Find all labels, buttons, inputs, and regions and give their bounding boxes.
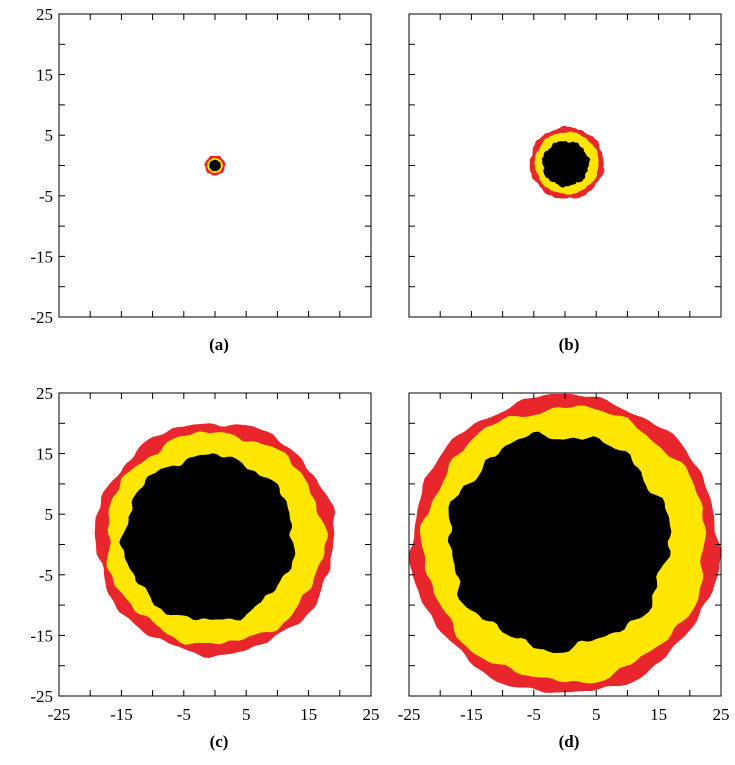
y-tick-label: 15 (36, 66, 53, 85)
y-tick-label: 25 (36, 5, 53, 24)
y-tick-label: -15 (30, 626, 53, 645)
y-tick-label: -15 (30, 247, 53, 266)
panel-b: (b) (408, 13, 722, 354)
x-tick-label: 25 (713, 705, 730, 724)
y-tick-label: 15 (36, 445, 53, 464)
x-tick-label: -15 (460, 705, 483, 724)
x-tick-label: -25 (48, 705, 71, 724)
x-tick-label: -5 (177, 705, 191, 724)
y-tick-label: -5 (39, 187, 53, 206)
x-tick-label: 15 (300, 705, 317, 724)
panel-a: -25 -15 -5 5 15 25 (a) (30, 5, 372, 354)
x-tick-label: -15 (110, 705, 133, 724)
y-tick-label: 5 (45, 126, 54, 145)
y-tick-label: 5 (45, 505, 54, 524)
panel-label: (c) (210, 732, 229, 751)
x-tick-label: 5 (592, 705, 601, 724)
y-tick-label: -5 (39, 566, 53, 585)
panel-label: (d) (559, 732, 580, 751)
panel-c: -25 -15 -5 5 15 25 -25 -15 -5 5 15 25 (c) (30, 384, 379, 751)
x-tick-label: 5 (242, 705, 251, 724)
region-black (541, 140, 591, 188)
panel-d: -25 -15 -5 5 15 25 (d) (398, 392, 730, 751)
x-tick-label: -25 (398, 705, 421, 724)
region-black (447, 431, 672, 654)
x-tick-label: 25 (363, 705, 380, 724)
y-tick-label: -25 (30, 687, 53, 706)
y-tick-label: -25 (30, 308, 53, 327)
panel-label: (a) (209, 335, 229, 354)
panel-label: (b) (559, 335, 580, 354)
x-tick-label: 15 (650, 705, 667, 724)
region-black (209, 159, 221, 172)
y-tick-label: 25 (36, 384, 53, 403)
region-black (119, 453, 296, 621)
x-tick-label: -5 (527, 705, 541, 724)
